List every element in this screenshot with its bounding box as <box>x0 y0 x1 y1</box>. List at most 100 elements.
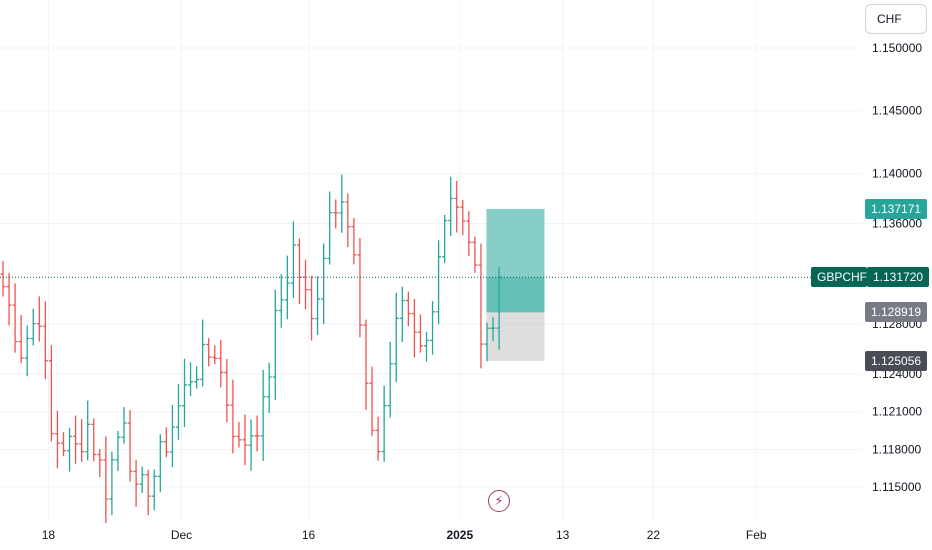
lightning-icon[interactable]: ⚡︎ <box>488 490 510 512</box>
ohlc-bar <box>454 180 460 233</box>
ohlc-bar <box>369 366 375 437</box>
ohlc-bar <box>363 319 369 410</box>
ohlc-bar <box>375 416 381 461</box>
ohlc-bar <box>91 418 97 462</box>
ohlc-bar <box>242 414 248 466</box>
ohlc-bar <box>182 358 187 427</box>
ohlc-bar <box>290 221 296 298</box>
ohlc-bar <box>266 362 272 414</box>
time-tick-label: 16 <box>302 528 316 542</box>
ohlc-bar <box>224 358 230 423</box>
price-tick-label: 1.150000 <box>872 41 922 55</box>
ohlc-bar <box>139 466 145 493</box>
ohlc-bar <box>357 237 363 338</box>
take-profit-zone <box>486 208 545 313</box>
price-tick-label: 1.145000 <box>872 104 922 118</box>
ohlc-bar <box>151 469 157 511</box>
currency-button[interactable]: CHF <box>865 4 927 34</box>
ohlc-bar <box>115 431 121 472</box>
stop-loss-label: 1.125056 <box>865 350 928 371</box>
ohlc-bar <box>490 316 496 342</box>
ohlc-bar <box>121 407 127 444</box>
ohlc-bar <box>67 427 73 472</box>
ohlc-bar <box>484 322 490 362</box>
stop-loss-zone <box>486 312 545 361</box>
ohlc-bar <box>133 459 139 507</box>
ohlc-bar <box>260 369 266 461</box>
ohlc-bar <box>321 243 327 325</box>
ohlc-bar <box>345 193 351 247</box>
ohlc-bar <box>230 379 236 454</box>
time-tick-label: 22 <box>647 528 661 542</box>
ohlc-bar <box>393 292 399 383</box>
ohlc-bar <box>54 410 60 469</box>
ohlc-bar <box>399 286 405 343</box>
ohlc-bar <box>42 301 48 380</box>
price-tick-label: 1.121000 <box>872 405 922 419</box>
time-tick-label: 18 <box>42 528 56 542</box>
ohlc-bar <box>206 337 212 367</box>
open-profit-zone <box>486 277 545 313</box>
ohlc-bar <box>351 217 357 265</box>
time-tick-label: Dec <box>171 528 192 542</box>
ohlc-bar <box>466 211 472 257</box>
time-axis: 18 Dec 16 2025 13 22 Feb <box>42 528 767 542</box>
price-bars <box>0 174 502 524</box>
ohlc-bar <box>85 400 91 461</box>
ohlc-bar <box>296 238 302 305</box>
symbol-label: GBPCHF <box>811 267 867 288</box>
ohlc-bar <box>381 385 387 462</box>
ohlc-bar <box>387 341 393 418</box>
ohlc-bar <box>36 296 42 342</box>
ohlc-bar <box>417 314 423 353</box>
ohlc-bar <box>472 236 478 273</box>
ohlc-bar <box>30 308 36 346</box>
ohlc-bar <box>194 366 200 389</box>
ohlc-bar <box>48 345 54 442</box>
ohlc-bar <box>175 384 181 440</box>
ohlc-bar <box>436 240 442 325</box>
ohlc-bar <box>12 283 18 353</box>
ohlc-bar <box>248 419 254 471</box>
ohlc-bar <box>163 427 169 458</box>
ohlc-bar <box>218 339 224 388</box>
ohlc-bar <box>339 174 345 233</box>
ohlc-bar <box>18 315 24 364</box>
price-tick-label: 1.136000 <box>872 217 922 231</box>
ohlc-bar <box>109 451 115 516</box>
ohlc-bar <box>97 449 103 478</box>
ohlc-bar <box>333 199 339 229</box>
time-tick-label: 2025 <box>446 528 473 542</box>
ohlc-bar <box>24 325 30 377</box>
ohlc-bar <box>169 405 175 468</box>
ohlc-bar <box>315 276 321 335</box>
entry-price-label: 1.128919 <box>865 302 928 323</box>
price-tick-label: 1.115000 <box>872 480 921 494</box>
ohlc-bar <box>73 415 79 464</box>
take-profit-label: 1.137171 <box>865 198 928 219</box>
ohlc-bar <box>430 301 436 355</box>
ohlc-bar <box>478 243 484 369</box>
ohlc-bar <box>79 419 85 462</box>
ohlc-bar <box>405 291 411 327</box>
ohlc-bar <box>188 362 194 396</box>
long-position-tool <box>486 208 545 361</box>
ohlc-bar <box>200 319 206 387</box>
ohlc-bar <box>6 272 12 326</box>
ohlc-bar <box>212 345 218 365</box>
ohlc-bar <box>254 415 260 452</box>
ohlc-bar <box>127 410 133 482</box>
time-tick-label: Feb <box>746 528 767 542</box>
ohlc-bar <box>442 214 448 264</box>
ohlc-bar <box>103 436 109 524</box>
price-tick-label: 1.140000 <box>872 166 922 180</box>
ohlc-bar <box>145 469 151 516</box>
ohlc-bar <box>157 434 163 493</box>
ohlc-bar <box>0 261 6 297</box>
ohlc-bar <box>272 289 278 400</box>
grid-lines <box>0 0 862 520</box>
ohlc-bar <box>236 421 242 448</box>
ohlc-bar <box>327 191 333 265</box>
